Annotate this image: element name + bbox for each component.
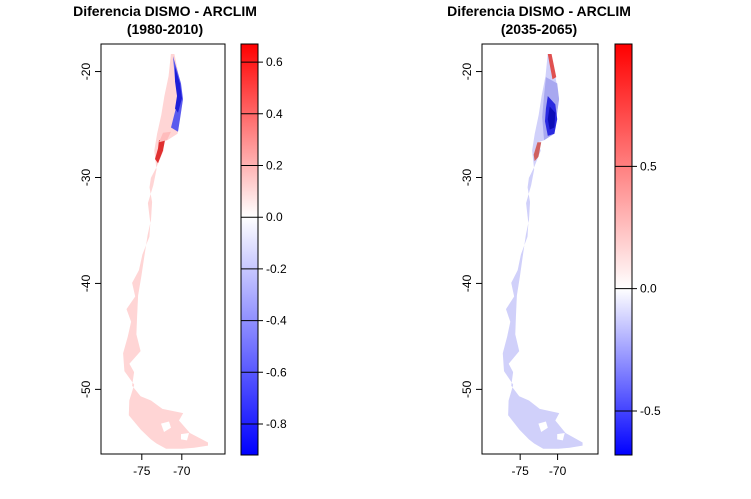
legend-bar-1 [240,43,259,456]
legend-tick-label: 0.4 [266,107,283,121]
legend-tick-label: 0.2 [266,158,283,172]
legend-tick-label: 0.0 [640,282,657,296]
map-1-north-negative [171,56,183,132]
legend-bar-2 [614,43,633,456]
legend-tick-label: 0.6 [266,55,283,69]
x-axis-2: -75 -70 [511,454,567,478]
map-2-fjord-2 [557,433,565,441]
chart-subtitle-2: (2035-2065) [501,21,577,37]
legend-1: 0.6 0.4 0.2 0.0 -0.2 -0.4 -0.6 -0.8 [240,43,287,456]
legend-tick-label: 0.0 [266,210,283,224]
map-2-red-spot [533,142,542,162]
map-1-fjord-1 [161,421,171,432]
legend-tick-label: -0.5 [640,404,661,418]
y-tick-label: -50 [79,380,93,398]
y-tick-label: -20 [79,63,93,81]
legend-tick-label: -0.6 [266,365,287,379]
map-2-north-negative-core [547,106,556,130]
y-tick-label: -30 [79,168,93,186]
map-2-fjord-1 [538,421,548,432]
legend-2: 0.5 0.0 -0.5 [614,43,661,456]
map-2-north-positive [547,54,557,80]
legend-tick-label: -0.4 [266,314,287,328]
map-1 [123,54,208,449]
y-axis-2: -20 -30 -40 -50 [460,63,482,398]
chart-subtitle-1: (1980-2010) [127,21,203,37]
y-tick-label: -50 [460,380,474,398]
x-tick-label: -70 [173,464,191,478]
legend-tick-label: 0.5 [640,159,657,173]
map-1-north-negative-core [175,66,182,113]
y-tick-label: -40 [460,274,474,292]
legend-ticks-1: 0.6 0.4 0.2 0.0 -0.2 -0.4 -0.6 -0.8 [241,55,287,431]
y-tick-label: -30 [460,168,474,186]
map-1-fjord-2 [181,433,189,441]
legend-ticks-2: 0.5 0.0 -0.5 [615,159,661,418]
legend-tick-label: -0.8 [266,417,287,431]
plot-frame-1 [100,43,226,455]
x-axis-1: -75 -70 [133,454,191,478]
y-axis-1: -20 -30 -40 -50 [79,63,101,398]
y-tick-label: -20 [460,63,474,81]
x-tick-label: -75 [133,464,151,478]
chart-title-1: Diferencia DISMO - ARCLIM [73,3,257,19]
y-tick-label: -40 [79,274,93,292]
map-1-light-band [159,131,171,143]
map-1-red-spot [155,140,165,164]
map-2 [502,54,583,449]
chart-title-2: Diferencia DISMO - ARCLIM [447,3,631,19]
panel-1980-2010: Diferencia DISMO - ARCLIM (1980-2010) -2… [73,3,287,478]
plot-frame-2 [481,43,599,455]
panel-2035-2065: Diferencia DISMO - ARCLIM (2035-2065) -2… [447,3,661,478]
x-tick-label: -70 [549,464,567,478]
legend-tick-label: -0.2 [266,262,287,276]
x-tick-label: -75 [511,464,529,478]
